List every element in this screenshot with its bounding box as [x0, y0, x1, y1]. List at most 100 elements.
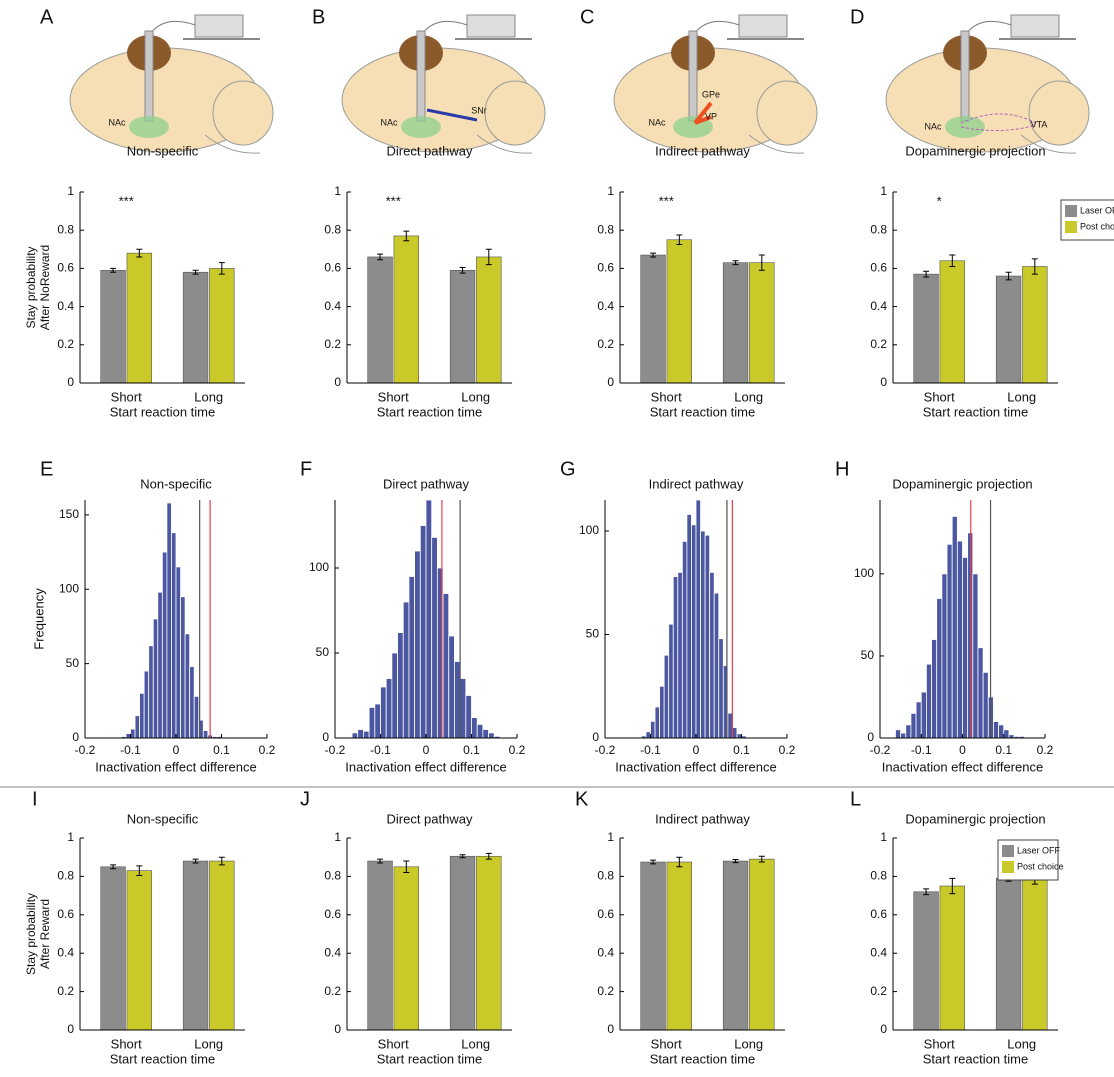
histogram-bar — [978, 648, 983, 738]
y-tick-label: 0.4 — [597, 299, 614, 313]
bar — [127, 253, 152, 383]
bar — [667, 862, 692, 1030]
y-tick-label: 0.6 — [57, 261, 74, 275]
y-tick-label: 0 — [867, 730, 874, 744]
histogram-bar — [942, 574, 947, 738]
histogram-bar — [140, 693, 145, 738]
fiber-cable — [967, 21, 1011, 33]
x-tick-label: 0 — [959, 743, 966, 757]
panel-letter: K — [575, 788, 589, 810]
y-tick-label: 1 — [334, 830, 341, 844]
bar — [183, 272, 208, 383]
bar — [749, 859, 774, 1030]
x-axis-label: Inactivation effect difference — [345, 759, 506, 774]
y-axis-label: Stay probability — [24, 246, 38, 328]
y-tick-label: 0.8 — [597, 222, 614, 236]
x-tick-label: Short — [924, 389, 955, 404]
cerebellum — [757, 81, 817, 145]
optic-fiber — [961, 31, 969, 121]
brain-illustration: NAcGPeVP — [614, 15, 817, 153]
y-tick-label: 0.6 — [870, 261, 887, 275]
y-tick-label: 0.6 — [597, 261, 614, 275]
histogram-bar — [167, 503, 172, 738]
legend-swatch — [1065, 205, 1077, 217]
y-tick-label: 0.4 — [57, 945, 74, 959]
y-tick-label: 50 — [316, 645, 330, 659]
x-tick-label: 0.2 — [259, 743, 276, 757]
y-tick-label: 0.4 — [324, 299, 341, 313]
histogram-bar — [194, 696, 199, 738]
x-tick-label: -0.1 — [370, 743, 391, 757]
histogram-bar — [381, 687, 387, 738]
histogram-bar — [398, 633, 404, 738]
x-tick-label: Long — [1007, 389, 1036, 404]
histogram-bar — [932, 640, 937, 738]
histogram-bar — [426, 500, 432, 738]
significance: * — [937, 193, 942, 208]
histogram-bar — [358, 730, 364, 739]
x-tick-label: Long — [194, 1036, 223, 1051]
legend-swatch — [1002, 845, 1014, 857]
histogram-bar — [687, 514, 692, 738]
chart-title: Non-specific — [140, 476, 212, 491]
panel-letter: J — [300, 788, 310, 810]
histogram-bar — [126, 734, 131, 738]
histogram-bar — [895, 730, 900, 738]
histogram-bar — [916, 702, 921, 738]
x-tick-label: 0.1 — [463, 743, 480, 757]
panel-letter: H — [835, 458, 849, 480]
y-tick-label: 0.8 — [324, 869, 341, 883]
x-tick-label: Short — [651, 389, 682, 404]
histogram-bar — [483, 730, 489, 739]
histogram-bar — [203, 731, 208, 738]
histogram-bar — [701, 531, 706, 738]
y-tick-label: 1 — [880, 830, 887, 844]
x-axis-label: Start reaction time — [650, 404, 756, 419]
bar — [476, 257, 501, 383]
histogram-bar — [420, 526, 426, 739]
region-label: VTA — [1031, 119, 1048, 129]
bar — [368, 861, 393, 1030]
bar — [914, 892, 939, 1030]
histogram-bar — [466, 696, 472, 739]
panel-letter: L — [850, 788, 861, 810]
y-tick-label: 0 — [592, 730, 599, 744]
histogram-bar — [714, 593, 719, 738]
x-axis-label: Start reaction time — [110, 1051, 216, 1066]
histogram-bar — [443, 594, 449, 739]
panel-letter: B — [312, 6, 325, 28]
x-tick-label: Short — [924, 1036, 955, 1051]
y-tick-label: 0.8 — [870, 222, 887, 236]
legend-label: Post choice — [1080, 221, 1114, 231]
y-tick-label: 0 — [322, 730, 329, 744]
y-tick-label: 0.2 — [324, 984, 341, 998]
x-axis-label: Inactivation effect difference — [615, 759, 776, 774]
y-tick-label: 1 — [334, 184, 341, 198]
x-tick-label: -0.1 — [120, 743, 141, 757]
y-tick-label: 0.4 — [57, 299, 74, 313]
laser-box — [1011, 15, 1059, 37]
histogram-bar — [957, 541, 962, 738]
y-tick-label: 0.8 — [597, 869, 614, 883]
fiber-cable — [423, 21, 467, 33]
y-tick-label: 0.8 — [870, 869, 887, 883]
histogram-bar — [947, 544, 952, 738]
histogram-bar — [921, 692, 926, 738]
histogram-bar — [983, 672, 988, 738]
y-axis-label: After Reward — [38, 899, 52, 969]
bar — [209, 268, 234, 383]
x-tick-label: -0.2 — [325, 743, 346, 757]
x-tick-label: 0.1 — [213, 743, 230, 757]
x-tick-label: Long — [1007, 1036, 1036, 1051]
histogram-bar — [135, 716, 140, 738]
bar — [940, 261, 965, 383]
y-tick-label: 0.4 — [324, 945, 341, 959]
light-cone — [945, 116, 985, 138]
histogram-bar — [973, 574, 978, 738]
y-tick-label: 0.4 — [870, 299, 887, 313]
y-tick-label: 0.2 — [597, 984, 614, 998]
bar — [450, 856, 475, 1030]
region-label: NAc — [380, 117, 398, 127]
